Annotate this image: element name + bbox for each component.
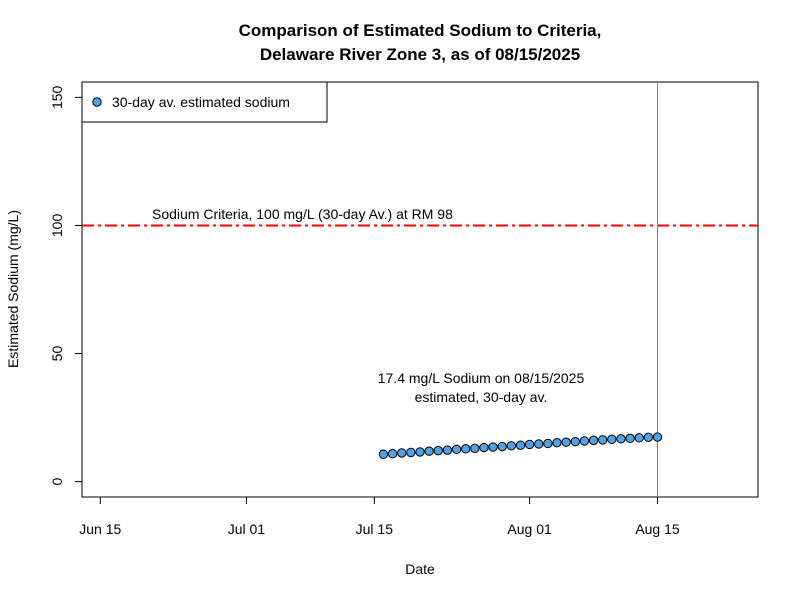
chart-title-line-1: Comparison of Estimated Sodium to Criter…	[239, 21, 602, 40]
y-tick-label: 100	[49, 214, 65, 238]
data-point	[497, 441, 507, 452]
y-axis-label: Estimated Sodium (mg/L)	[5, 210, 21, 368]
data-points	[378, 432, 663, 459]
data-point	[643, 432, 654, 443]
y-axis: 0 50 100 150	[49, 85, 83, 486]
x-axis-label: Date	[405, 561, 435, 577]
x-tick-label: Jul 15	[356, 521, 394, 537]
data-point	[433, 445, 443, 456]
chart-title-line-2: Delaware River Zone 3, as of 08/15/2025	[260, 45, 580, 64]
annotation-line-2: estimated, 30-day av.	[415, 389, 548, 405]
data-point	[552, 437, 562, 448]
data-point	[607, 434, 617, 445]
legend-label: 30-day av. estimated sodium	[112, 94, 290, 110]
data-point	[579, 436, 590, 446]
data-point	[561, 437, 571, 447]
data-point	[515, 440, 526, 450]
data-point	[506, 441, 517, 451]
data-point	[470, 443, 480, 454]
data-point	[488, 442, 498, 452]
data-point	[442, 445, 453, 455]
data-point	[570, 436, 580, 447]
data-point	[598, 435, 608, 445]
data-point	[543, 438, 553, 449]
x-tick-label: Jun 15	[79, 521, 121, 537]
data-point	[378, 449, 389, 459]
legend-box	[81, 81, 328, 123]
x-tick-label: Jul 01	[228, 521, 266, 537]
data-point	[588, 435, 599, 446]
data-point	[451, 444, 462, 455]
data-point	[424, 446, 434, 456]
y-tick-label: 50	[49, 346, 65, 362]
legend: 30-day av. estimated sodium	[81, 81, 328, 123]
x-axis: Jun 15 Jul 01 Jul 15 Aug 01 Aug 15	[79, 496, 680, 537]
data-point	[415, 447, 425, 457]
data-point	[534, 439, 544, 449]
criteria-label: Sodium Criteria, 100 mg/L (30-day Av.) a…	[152, 206, 453, 222]
data-point	[406, 447, 416, 458]
annotation-line-1: 17.4 mg/L Sodium on 08/15/2025	[378, 370, 585, 386]
data-point	[652, 432, 663, 442]
x-tick-label: Aug 15	[635, 521, 680, 537]
legend-marker	[92, 97, 102, 107]
x-tick-label: Aug 01	[507, 521, 552, 537]
y-tick-label: 150	[49, 85, 65, 109]
data-point	[479, 442, 489, 453]
data-point	[397, 448, 407, 458]
data-point	[625, 433, 635, 444]
data-point	[460, 444, 471, 454]
data-point	[634, 433, 644, 443]
data-point	[524, 439, 535, 450]
data-point	[616, 434, 626, 444]
data-point	[387, 449, 398, 459]
y-tick-label: 0	[49, 478, 65, 486]
